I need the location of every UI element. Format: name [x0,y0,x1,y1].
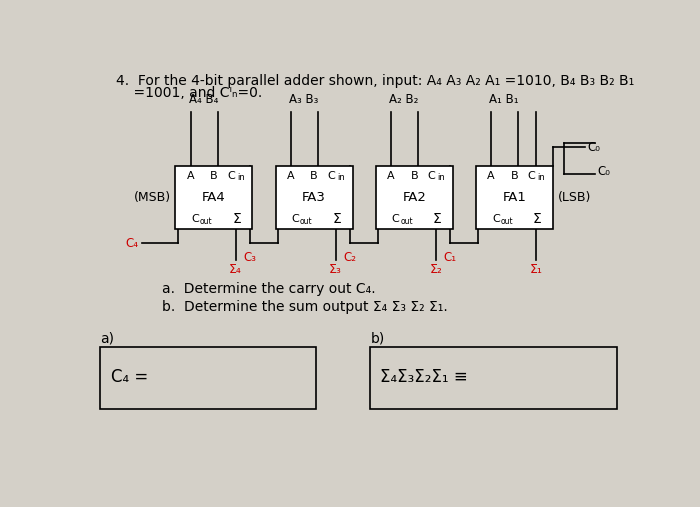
Text: B: B [410,171,418,181]
Text: in: in [438,173,445,182]
Text: b.  Determine the sum output Σ₄ Σ₃ Σ₂ Σ₁.: b. Determine the sum output Σ₄ Σ₃ Σ₂ Σ₁. [162,300,448,314]
Text: Σ₃: Σ₃ [329,263,342,276]
Text: A: A [387,171,395,181]
Text: a.  Determine the carry out C₄.: a. Determine the carry out C₄. [162,282,376,296]
Text: (LSB): (LSB) [557,192,591,204]
Text: C: C [527,171,535,181]
Text: C: C [427,171,435,181]
Text: B: B [310,171,318,181]
Text: C₂: C₂ [344,251,357,264]
Text: Σ₂: Σ₂ [429,263,442,276]
Text: C₄: C₄ [125,237,139,250]
Text: Σ₁: Σ₁ [529,263,542,276]
Text: A: A [187,171,195,181]
Text: C₃: C₃ [244,251,257,264]
Text: C: C [492,213,500,224]
Text: A₁ B₁: A₁ B₁ [489,93,519,106]
Bar [276,166,353,230]
Text: b): b) [370,332,384,346]
Text: out: out [500,218,513,226]
Text: in: in [337,173,345,182]
Text: 4.  For the 4-bit parallel adder shown, input: A₄ A₃ A₂ A₁ =1010, B₄ B₃ B₂ B₁: 4. For the 4-bit parallel adder shown, i… [116,74,634,88]
Text: C: C [227,171,235,181]
Text: FA1: FA1 [503,192,526,204]
Text: out: out [200,218,213,226]
Text: A₄ B₄: A₄ B₄ [189,93,218,106]
Text: B: B [510,171,518,181]
Bar [476,166,553,230]
Text: FA2: FA2 [402,192,426,204]
Text: FA4: FA4 [202,192,226,204]
Text: A: A [487,171,495,181]
Text: B: B [210,171,218,181]
Bar [370,347,617,409]
Text: in: in [538,173,545,182]
Text: A₂ B₂: A₂ B₂ [389,93,419,106]
Text: C: C [292,213,300,224]
Text: C: C [192,213,199,224]
Text: Σ: Σ [433,212,442,226]
Text: FA3: FA3 [302,192,326,204]
Text: Σ: Σ [232,212,241,226]
Text: Σ: Σ [332,212,342,226]
Text: C₁: C₁ [444,251,457,264]
Text: C: C [327,171,335,181]
Text: C: C [392,213,400,224]
Text: Σ: Σ [533,212,542,226]
Text: C₀: C₀ [587,140,601,154]
Bar [376,166,453,230]
Text: in: in [237,173,245,182]
Text: A: A [287,171,295,181]
Text: C₄ =: C₄ = [111,368,148,386]
Text: C₀: C₀ [597,165,610,178]
Text: out: out [400,218,413,226]
Text: Σ₄Σ₃Σ₂Σ₁ ≡: Σ₄Σ₃Σ₂Σ₁ ≡ [380,368,468,386]
Text: Σ₄: Σ₄ [229,263,242,276]
Text: =1001, and Cᴵₙ=0.: =1001, and Cᴵₙ=0. [116,86,262,100]
Text: out: out [300,218,313,226]
Text: a): a) [100,332,114,346]
Bar [100,347,316,409]
Text: (MSB): (MSB) [134,192,171,204]
Text: A₃ B₃: A₃ B₃ [289,93,318,106]
Bar [176,166,253,230]
